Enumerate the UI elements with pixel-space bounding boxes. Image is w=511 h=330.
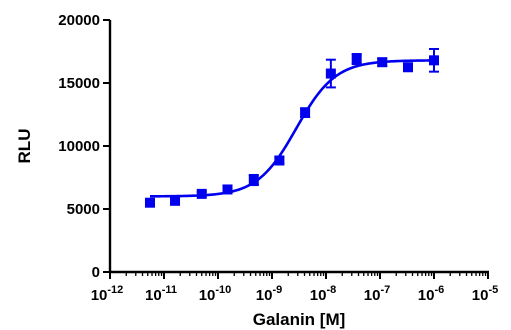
y-tick-label: 10000 — [58, 138, 100, 155]
x-tick-label-base: 10 — [364, 287, 381, 304]
data-point — [377, 57, 388, 68]
point-marker — [170, 195, 181, 206]
data-point — [429, 47, 439, 73]
x-tick-label-exponent: -11 — [162, 284, 177, 296]
point-marker — [144, 197, 155, 208]
data-point — [170, 195, 181, 206]
x-tick-label-exponent: -9 — [272, 284, 282, 296]
point-marker — [377, 57, 388, 68]
x-tick-label-exponent: -5 — [488, 284, 498, 296]
x-tick-label-base: 10 — [472, 287, 489, 304]
y-tick-label: 0 — [92, 264, 100, 281]
x-axis-title: Galanin [M] — [253, 310, 346, 329]
x-tick-label-exponent: -7 — [380, 284, 390, 296]
x-tick-label-base: 10 — [199, 287, 216, 304]
point-marker — [402, 62, 413, 73]
x-tick-label-exponent: -6 — [434, 284, 444, 296]
x-tick-label-exponent: -10 — [215, 284, 231, 296]
data-point — [144, 197, 155, 208]
x-tick-label: 10-7 — [364, 284, 390, 304]
x-tick-label-base: 10 — [256, 287, 273, 304]
x-tick-label: 10-6 — [418, 284, 444, 304]
x-tick-label-base: 10 — [418, 287, 435, 304]
data-points — [144, 47, 439, 208]
y-tick-label: 15000 — [58, 75, 100, 92]
y-tick-label: 20000 — [58, 12, 100, 29]
point-marker — [248, 175, 259, 186]
x-tick-label: 10-11 — [145, 284, 177, 304]
point-marker — [196, 188, 207, 199]
data-point — [274, 155, 285, 166]
data-point — [248, 173, 259, 187]
x-axis-ticks: 10-12 10-11 10-10 10-9 10-8 10-7 10-6 10-5 — [91, 272, 498, 304]
y-axis-ticks: 0 5000 10000 15000 20000 — [58, 12, 110, 281]
point-marker — [274, 155, 285, 166]
x-tick-label: 10-5 — [472, 284, 498, 304]
point-marker — [429, 55, 439, 66]
point-marker — [222, 184, 233, 195]
y-axis-title: RLU — [15, 129, 34, 164]
data-point — [300, 107, 311, 119]
data-point — [222, 184, 233, 195]
data-point — [325, 58, 336, 89]
point-marker — [351, 54, 362, 65]
x-tick-label-base: 10 — [310, 287, 327, 304]
x-tick-label: 10-12 — [91, 284, 124, 304]
x-tick-label-exponent: -12 — [107, 284, 123, 296]
x-tick-label: 10-8 — [310, 284, 336, 304]
x-tick-label: 10-10 — [199, 284, 232, 304]
data-point — [196, 188, 207, 199]
x-tick-label-exponent: -8 — [326, 284, 336, 296]
point-marker — [325, 68, 336, 79]
x-tick-label-base: 10 — [145, 287, 162, 304]
fit-curve — [149, 59, 435, 198]
y-tick-label: 5000 — [67, 201, 100, 218]
point-marker — [300, 107, 311, 118]
x-tick-label: 10-9 — [256, 284, 282, 304]
x-tick-label-base: 10 — [91, 287, 108, 304]
data-point — [351, 53, 362, 66]
data-point — [402, 62, 413, 73]
